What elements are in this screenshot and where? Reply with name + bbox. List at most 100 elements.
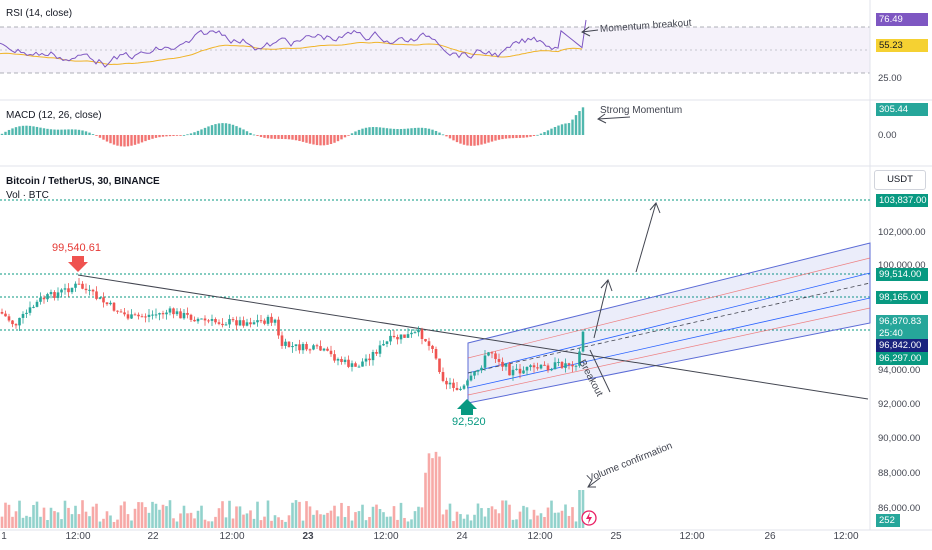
rsi-ma-tag: 55.23 bbox=[876, 39, 928, 52]
projection-arrow-2 bbox=[635, 202, 661, 273]
candle-body bbox=[35, 301, 39, 307]
volume-bar bbox=[11, 516, 14, 528]
volume-bar bbox=[420, 507, 424, 528]
macd-bar bbox=[571, 119, 574, 135]
candle-body bbox=[32, 306, 35, 308]
macd-bar bbox=[382, 127, 385, 135]
level-tag-96842: 96,842.00 bbox=[876, 339, 928, 352]
volume-bar bbox=[168, 500, 172, 528]
lightning-icon[interactable] bbox=[586, 512, 592, 524]
candle-body bbox=[571, 364, 574, 367]
volume-bar bbox=[284, 521, 287, 528]
macd-bar bbox=[182, 134, 186, 136]
volume-bar bbox=[508, 504, 511, 528]
macd-bar bbox=[333, 135, 336, 143]
candle-body bbox=[406, 334, 410, 338]
candle-body bbox=[88, 289, 91, 291]
macd-bar bbox=[245, 131, 249, 135]
candle-body bbox=[490, 352, 494, 354]
macd-bar bbox=[564, 123, 567, 135]
macd-bar bbox=[196, 130, 200, 135]
price-axis-label: 102,000.00 bbox=[878, 227, 926, 238]
time-axis-label: 1 bbox=[1, 531, 7, 542]
low-price-label: 92,520 bbox=[452, 416, 486, 428]
macd-bar bbox=[525, 135, 529, 138]
candle-body bbox=[301, 344, 305, 351]
candle-body bbox=[469, 375, 473, 381]
candle-body bbox=[392, 335, 396, 337]
candle-body bbox=[53, 292, 56, 298]
volume-bar bbox=[228, 500, 231, 528]
volume-bar bbox=[238, 506, 242, 528]
macd-bar bbox=[147, 135, 151, 140]
volume-bar bbox=[581, 490, 585, 528]
volume-bar bbox=[39, 516, 42, 528]
macd-bar bbox=[581, 107, 585, 135]
macd-bar bbox=[18, 126, 21, 135]
volume-bar bbox=[74, 505, 77, 528]
rsi-title[interactable]: RSI (14, close) bbox=[6, 8, 73, 19]
macd-bar bbox=[466, 135, 469, 146]
macd-bar bbox=[319, 135, 322, 146]
macd-bar bbox=[480, 135, 483, 145]
volume-bar bbox=[319, 514, 322, 528]
macd-bar bbox=[420, 127, 424, 135]
volume-bar bbox=[403, 517, 406, 528]
volume-bar bbox=[571, 507, 574, 528]
volume-bar bbox=[333, 505, 336, 528]
volume-bar bbox=[578, 490, 581, 528]
time-axis-label: 22 bbox=[147, 531, 159, 542]
macd-bar bbox=[455, 135, 459, 143]
macd-bar bbox=[396, 129, 399, 135]
volume-bar bbox=[4, 502, 7, 528]
volume-bar bbox=[175, 521, 179, 528]
macd-title[interactable]: MACD (12, 26, close) bbox=[6, 110, 102, 121]
macd-bar bbox=[0, 133, 4, 135]
countdown-tag: 25:40 bbox=[876, 327, 928, 340]
candle-body bbox=[172, 308, 175, 315]
candle-body bbox=[214, 319, 217, 323]
currency-button[interactable]: USDT bbox=[874, 170, 926, 190]
projection-arrows bbox=[587, 202, 661, 488]
macd-bar bbox=[238, 127, 242, 135]
macd-bar bbox=[301, 135, 305, 142]
candle-body bbox=[557, 361, 560, 363]
volume-bars bbox=[0, 451, 585, 528]
candle-body bbox=[508, 363, 511, 376]
candle-body bbox=[340, 358, 343, 362]
candle-body bbox=[91, 289, 95, 292]
macd-bar bbox=[210, 125, 214, 135]
volume-bar bbox=[196, 510, 200, 528]
macd-bar bbox=[280, 135, 284, 139]
candle-body bbox=[389, 335, 392, 342]
time-axis-label: 24 bbox=[456, 531, 468, 542]
candle-body bbox=[60, 289, 63, 293]
macd-bar bbox=[217, 123, 221, 135]
volume-bar bbox=[564, 504, 567, 528]
candle-body bbox=[77, 283, 81, 285]
volume-bar bbox=[28, 516, 32, 528]
volume-bar bbox=[305, 501, 308, 528]
volume-bar bbox=[42, 507, 46, 528]
candle-body bbox=[371, 352, 375, 361]
candle-body bbox=[326, 348, 329, 351]
candle-body bbox=[305, 344, 308, 350]
candle-body bbox=[532, 365, 536, 368]
volume-title[interactable]: Vol · BTC bbox=[6, 190, 49, 201]
volume-bar bbox=[172, 518, 175, 528]
macd-bar bbox=[385, 128, 389, 135]
candle-body bbox=[343, 359, 347, 362]
volume-bar bbox=[81, 500, 84, 528]
macd-bar bbox=[497, 135, 501, 140]
macd-bar bbox=[168, 135, 172, 137]
candle-body bbox=[525, 367, 529, 371]
volume-bar bbox=[459, 514, 462, 528]
symbol-title[interactable]: Bitcoin / TetherUS, 30, BINANCE bbox=[6, 176, 160, 187]
candle-body bbox=[231, 319, 235, 321]
candle-body bbox=[522, 370, 525, 374]
volume-bar bbox=[126, 514, 130, 528]
macd-bar bbox=[109, 135, 112, 144]
macd-annotation: Strong Momentum bbox=[600, 105, 683, 116]
candle-body bbox=[564, 363, 567, 368]
